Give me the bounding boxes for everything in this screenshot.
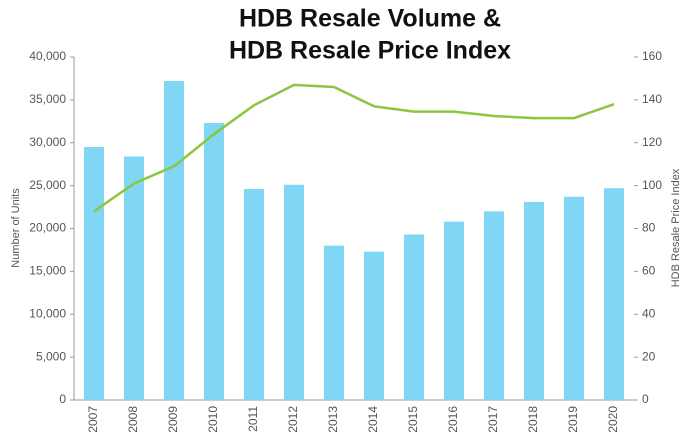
y-tick-label: 5,000 xyxy=(36,349,66,363)
y-axis-title: Number of Units xyxy=(10,188,22,268)
y-tick-label: 25,000 xyxy=(29,178,66,192)
y2-tick-label: 40 xyxy=(642,306,656,320)
line xyxy=(93,83,615,213)
bar xyxy=(164,81,184,400)
bar xyxy=(244,189,264,400)
x-tick-label: 2007 xyxy=(86,406,100,433)
bar xyxy=(284,184,304,400)
y-tick-label: 35,000 xyxy=(29,92,66,106)
y2-tick-label: 0 xyxy=(642,392,649,406)
y2-tick-label: 120 xyxy=(642,135,662,149)
bar xyxy=(364,251,384,400)
y2-tick-label: 160 xyxy=(642,49,662,63)
x-tick-label: 2019 xyxy=(566,406,580,433)
bar xyxy=(324,245,344,400)
y2-axis-title: HDB Resale Price Index xyxy=(670,168,682,287)
chart-title: HDB Resale Volume & xyxy=(239,5,501,33)
y2-tick-label: 60 xyxy=(642,264,656,278)
x-tick-label: 2009 xyxy=(166,406,180,433)
x-tick-label: 2016 xyxy=(446,406,460,433)
x-tick-label: 2008 xyxy=(126,406,140,433)
y-tick-label: 15,000 xyxy=(29,264,66,278)
bar xyxy=(524,201,544,400)
x-tick-label: 2012 xyxy=(286,406,300,433)
x-tick-label: 2010 xyxy=(206,406,220,433)
y2-tick-label: 100 xyxy=(642,178,662,192)
x-tick-label: 2013 xyxy=(326,406,340,433)
y-tick-label: 10,000 xyxy=(29,306,66,320)
x-tick-label: 2015 xyxy=(406,406,420,433)
y-tick-label: 40,000 xyxy=(29,49,66,63)
x-tick-label: 2018 xyxy=(526,406,540,433)
bar xyxy=(124,156,144,400)
bar xyxy=(84,147,104,400)
bar xyxy=(604,188,624,400)
bar xyxy=(204,123,224,400)
y-tick-label: 20,000 xyxy=(29,221,66,235)
y2-tick-label: 20 xyxy=(642,349,656,363)
y2-tick-label: 140 xyxy=(642,92,662,106)
y-tick-label: 30,000 xyxy=(29,135,66,149)
bar xyxy=(564,196,584,400)
x-tick-label: 2011 xyxy=(246,406,260,432)
x-tick-label: 2017 xyxy=(486,406,500,433)
chart-title: HDB Resale Price Index xyxy=(229,37,511,65)
x-tick-label: 2014 xyxy=(366,406,380,433)
bar xyxy=(404,234,424,400)
bar xyxy=(444,221,464,400)
y2-tick-label: 80 xyxy=(642,221,656,235)
y-tick-label: 0 xyxy=(59,392,66,406)
x-tick-label: 2020 xyxy=(606,406,620,433)
bar xyxy=(484,211,504,400)
